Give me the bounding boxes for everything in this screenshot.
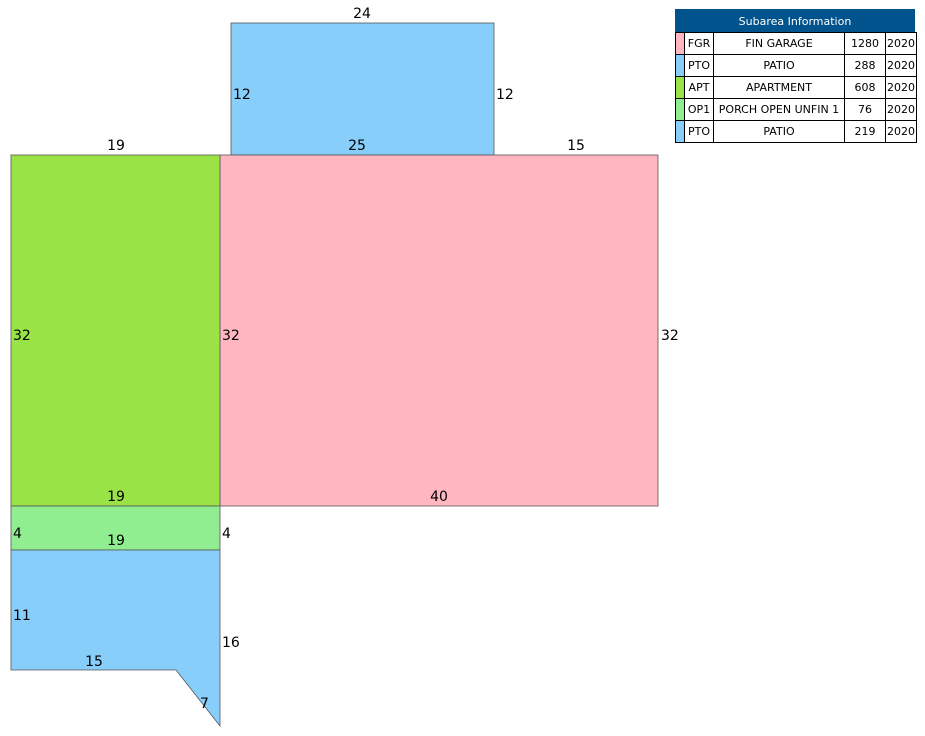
subarea-description: APARTMENT [713, 76, 845, 99]
subarea-apartment [10, 154, 221, 507]
dimension-label: 12 [233, 87, 251, 103]
subarea-code: APT [684, 76, 714, 99]
subarea-year: 2020 [885, 98, 917, 121]
subarea-area: 288 [844, 54, 886, 77]
dimension-label: 19 [107, 533, 125, 549]
color-swatch [675, 98, 685, 121]
color-swatch [675, 54, 685, 77]
dimension-label: 15 [567, 138, 585, 154]
subarea-year: 2020 [885, 120, 917, 143]
dimension-label: 11 [13, 608, 31, 624]
dimension-label: 40 [430, 489, 448, 505]
color-swatch [675, 76, 685, 99]
subarea-year: 2020 [885, 32, 917, 55]
subarea-description: PATIO [713, 54, 845, 77]
subarea-area: 608 [844, 76, 886, 99]
color-swatch [675, 120, 685, 143]
subarea-porch [10, 505, 221, 551]
subarea-patio-top [230, 22, 495, 156]
dimension-label: 32 [222, 328, 240, 344]
subarea-code: PTO [684, 54, 714, 77]
subarea-code: FGR [684, 32, 714, 55]
subarea-patio-bottom [10, 549, 221, 728]
dimension-label: 4 [13, 526, 22, 542]
subarea-garage [219, 154, 659, 507]
dimension-label: 32 [13, 328, 31, 344]
dimension-label: 32 [661, 328, 679, 344]
table-row: FGR FIN GARAGE 1280 2020 [675, 32, 917, 55]
table-row: PTO PATIO 288 2020 [675, 54, 917, 77]
subarea-code: PTO [684, 120, 714, 143]
color-swatch [675, 32, 685, 55]
dimension-label: 16 [222, 635, 240, 651]
table-row: OP1 PORCH OPEN UNFIN 1 76 2020 [675, 98, 917, 121]
dimension-label: 12 [496, 87, 514, 103]
table-row: APT APARTMENT 608 2020 [675, 76, 917, 99]
dimension-label: 19 [107, 489, 125, 505]
subarea-description: PATIO [713, 120, 845, 143]
subarea-table: FGR FIN GARAGE 1280 2020 PTO PATIO 288 2… [675, 32, 917, 143]
subarea-year: 2020 [885, 54, 917, 77]
subarea-information-title: Subarea Information [675, 9, 915, 32]
dimension-label: 4 [222, 526, 231, 542]
dimension-label: 24 [353, 6, 371, 22]
dimension-label: 25 [348, 138, 366, 154]
subarea-description: PORCH OPEN UNFIN 1 [713, 98, 845, 121]
subarea-area: 76 [844, 98, 886, 121]
subarea-code: OP1 [684, 98, 714, 121]
subarea-year: 2020 [885, 76, 917, 99]
subarea-description: FIN GARAGE [713, 32, 845, 55]
subarea-area: 219 [844, 120, 886, 143]
dimension-label: 15 [85, 654, 103, 670]
dimension-label: 19 [107, 138, 125, 154]
subarea-information-table: Subarea Information FGR FIN GARAGE 1280 … [675, 9, 917, 143]
table-row: PTO PATIO 219 2020 [675, 120, 917, 143]
dimension-label: 7 [200, 696, 209, 712]
subarea-area: 1280 [844, 32, 886, 55]
